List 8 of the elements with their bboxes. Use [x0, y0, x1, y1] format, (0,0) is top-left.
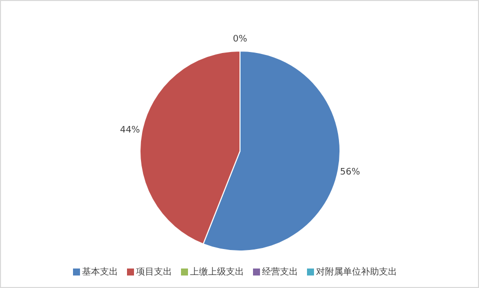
data-label: 44%	[120, 125, 140, 136]
legend-label: 基本支出	[82, 266, 118, 278]
legend-label: 项目支出	[136, 266, 172, 278]
data-label: 56%	[340, 167, 360, 178]
text: 0%	[232, 34, 248, 44]
legend-label: 上缴上级支出	[190, 266, 244, 278]
legend-label: 对附属单位补助支出	[316, 266, 397, 278]
legend-label: 经营支出	[262, 266, 298, 278]
